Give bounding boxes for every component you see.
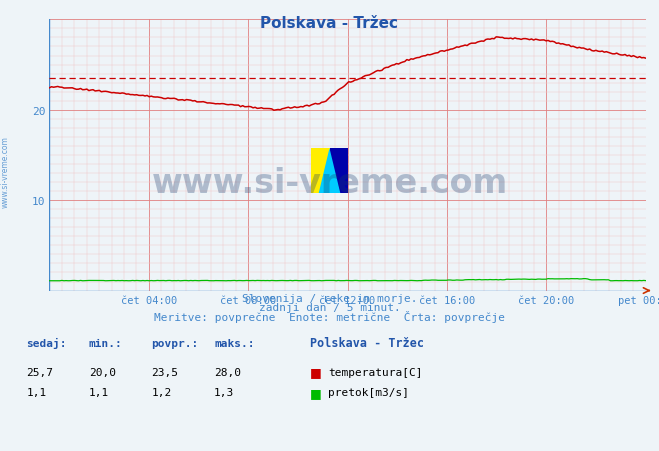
- Text: 25,7: 25,7: [26, 367, 53, 377]
- Text: Meritve: povprečne  Enote: metrične  Črta: povprečje: Meritve: povprečne Enote: metrične Črta:…: [154, 311, 505, 322]
- Text: 23,5: 23,5: [152, 367, 179, 377]
- Text: min.:: min.:: [89, 338, 123, 348]
- Text: Slovenija / reke in morje.: Slovenija / reke in morje.: [242, 294, 417, 304]
- Text: 1,1: 1,1: [26, 387, 47, 397]
- Text: povpr.:: povpr.:: [152, 338, 199, 348]
- Text: 1,2: 1,2: [152, 387, 172, 397]
- Text: 28,0: 28,0: [214, 367, 241, 377]
- Text: Polskava - Tržec: Polskava - Tržec: [260, 16, 399, 31]
- Text: maks.:: maks.:: [214, 338, 254, 348]
- Polygon shape: [312, 149, 330, 194]
- Text: Polskava - Tržec: Polskava - Tržec: [310, 336, 424, 349]
- Text: www.si-vreme.com: www.si-vreme.com: [152, 166, 507, 199]
- Text: 1,3: 1,3: [214, 387, 235, 397]
- Text: pretok[m3/s]: pretok[m3/s]: [328, 387, 409, 397]
- Polygon shape: [319, 149, 340, 194]
- Text: 20,0: 20,0: [89, 367, 116, 377]
- Text: www.si-vreme.com: www.si-vreme.com: [1, 135, 10, 207]
- Text: 1,1: 1,1: [89, 387, 109, 397]
- Text: ■: ■: [310, 386, 322, 399]
- Text: temperatura[C]: temperatura[C]: [328, 367, 422, 377]
- Text: ■: ■: [310, 366, 322, 378]
- Text: sedaj:: sedaj:: [26, 337, 67, 348]
- Text: zadnji dan / 5 minut.: zadnji dan / 5 minut.: [258, 303, 401, 313]
- Polygon shape: [330, 149, 348, 194]
